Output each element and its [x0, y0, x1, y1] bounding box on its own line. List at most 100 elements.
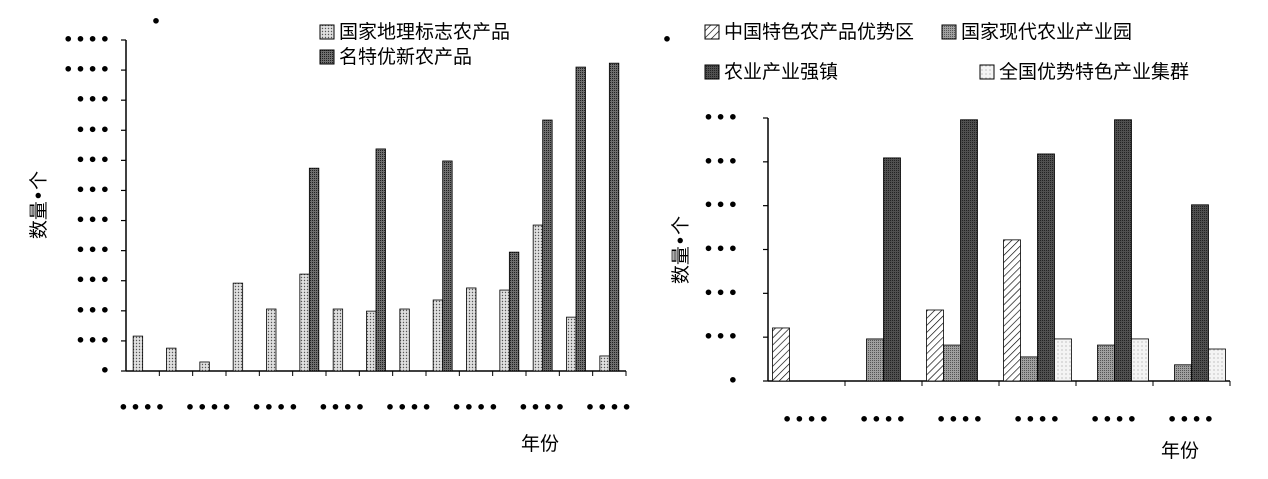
bar	[375, 148, 386, 372]
bar-pattern	[926, 309, 944, 382]
bar	[532, 224, 544, 372]
x-tick-label: ••••	[1090, 410, 1139, 429]
bar-pattern	[1054, 338, 1072, 382]
bar	[1174, 364, 1192, 382]
chart: ••••••••••••••••••••••••••••••••••••••••…	[28, 12, 634, 456]
bar	[608, 62, 620, 372]
y-tick-label: •••	[75, 210, 112, 229]
bar	[199, 361, 210, 372]
bar-pattern	[883, 157, 901, 382]
bar-pattern	[1097, 344, 1115, 382]
legend-label: 农业产业强镇	[724, 61, 838, 83]
bar-pattern	[299, 273, 310, 372]
y-tick-label: •	[100, 361, 112, 380]
bar-pattern	[508, 251, 520, 372]
bar-pattern	[1174, 364, 1192, 382]
bar-pattern	[442, 160, 453, 372]
bar	[1131, 338, 1149, 382]
y-tick-label: •••	[75, 90, 112, 109]
bar-pattern	[1191, 204, 1209, 382]
y-tick-label: •••	[703, 327, 740, 346]
x-tick-label: ••••	[452, 398, 501, 417]
bar-pattern	[575, 66, 586, 372]
bar	[366, 310, 377, 372]
bar	[399, 308, 410, 372]
legend-label: 中国特色农产品优势区	[724, 21, 914, 43]
y-tick-label: ••••	[63, 30, 112, 49]
legend-label: 全国优势特色产业集群	[999, 61, 1189, 83]
bar	[442, 160, 453, 372]
bar	[542, 119, 553, 372]
x-tick-label: ••••	[1013, 410, 1062, 429]
legend-swatch-pattern	[704, 64, 720, 80]
bar	[308, 167, 320, 372]
legend-swatch-pattern	[941, 24, 957, 40]
annotation: •	[662, 30, 674, 49]
bar	[926, 309, 944, 382]
x-tick-label: ••••	[782, 410, 831, 429]
y-tick-label: •••	[703, 283, 740, 302]
x-tick-label: ••••	[118, 398, 167, 417]
x-tick-label: ••••	[518, 398, 567, 417]
bar-pattern	[1131, 338, 1149, 382]
bar	[1003, 239, 1021, 382]
y-tick-label: •••	[75, 120, 112, 139]
bar	[943, 344, 961, 382]
bar-pattern	[399, 308, 410, 372]
x-axis-label: 年份	[521, 433, 559, 455]
bar-pattern	[308, 167, 320, 372]
y-tick-label: •••	[703, 195, 740, 214]
bar-pattern	[332, 308, 344, 372]
y-axis-label: 数量•个	[670, 216, 692, 284]
bar-pattern	[566, 316, 577, 372]
bar	[499, 289, 510, 372]
bar	[466, 287, 477, 372]
x-tick-label: ••••	[318, 398, 367, 417]
annotation: •	[151, 12, 163, 31]
y-tick-label: •••	[75, 300, 112, 319]
bar	[508, 251, 520, 372]
bar-pattern	[199, 361, 210, 372]
bar-pattern	[1003, 239, 1021, 382]
legend-swatch-pattern	[319, 24, 335, 40]
legend-label: 国家现代农业产业园	[961, 21, 1132, 43]
bar-pattern	[132, 335, 144, 372]
bar-pattern	[772, 327, 790, 382]
x-tick-label: ••••	[936, 410, 985, 429]
y-tick-label: •	[728, 371, 740, 390]
legend-swatch-pattern	[979, 64, 995, 80]
bar	[132, 335, 144, 372]
x-tick-label: ••••	[585, 398, 634, 417]
bar-pattern	[960, 119, 978, 382]
bar	[772, 327, 790, 382]
bar	[1114, 119, 1132, 382]
bar-pattern	[1037, 153, 1055, 382]
x-tick-label: ••••	[252, 398, 301, 417]
bar	[1097, 344, 1115, 382]
bar-pattern	[542, 119, 553, 372]
y-tick-label: •••	[703, 239, 740, 258]
bar	[299, 273, 310, 372]
bar-pattern	[1020, 356, 1038, 382]
bar	[599, 355, 610, 372]
bar	[232, 282, 244, 372]
x-axis-label: 年份	[1161, 440, 1199, 462]
bar-pattern	[266, 308, 277, 372]
y-tick-label: •••	[703, 108, 740, 127]
bar	[566, 316, 577, 372]
y-tick-label: •••	[75, 150, 112, 169]
y-tick-label: •••	[75, 180, 112, 199]
bar-pattern	[432, 299, 444, 372]
y-tick-label: •••	[75, 330, 112, 349]
legend-label: 名特优新农产品	[339, 46, 472, 68]
bar	[883, 157, 901, 382]
bar-pattern	[532, 224, 544, 372]
bar-pattern	[232, 282, 244, 372]
bar-pattern	[499, 289, 510, 372]
bar	[575, 66, 586, 372]
bar-pattern	[866, 338, 884, 382]
bar	[1208, 348, 1226, 382]
x-tick-label: ••••	[859, 410, 908, 429]
y-tick-label: •••	[75, 240, 112, 259]
bar	[960, 119, 978, 382]
